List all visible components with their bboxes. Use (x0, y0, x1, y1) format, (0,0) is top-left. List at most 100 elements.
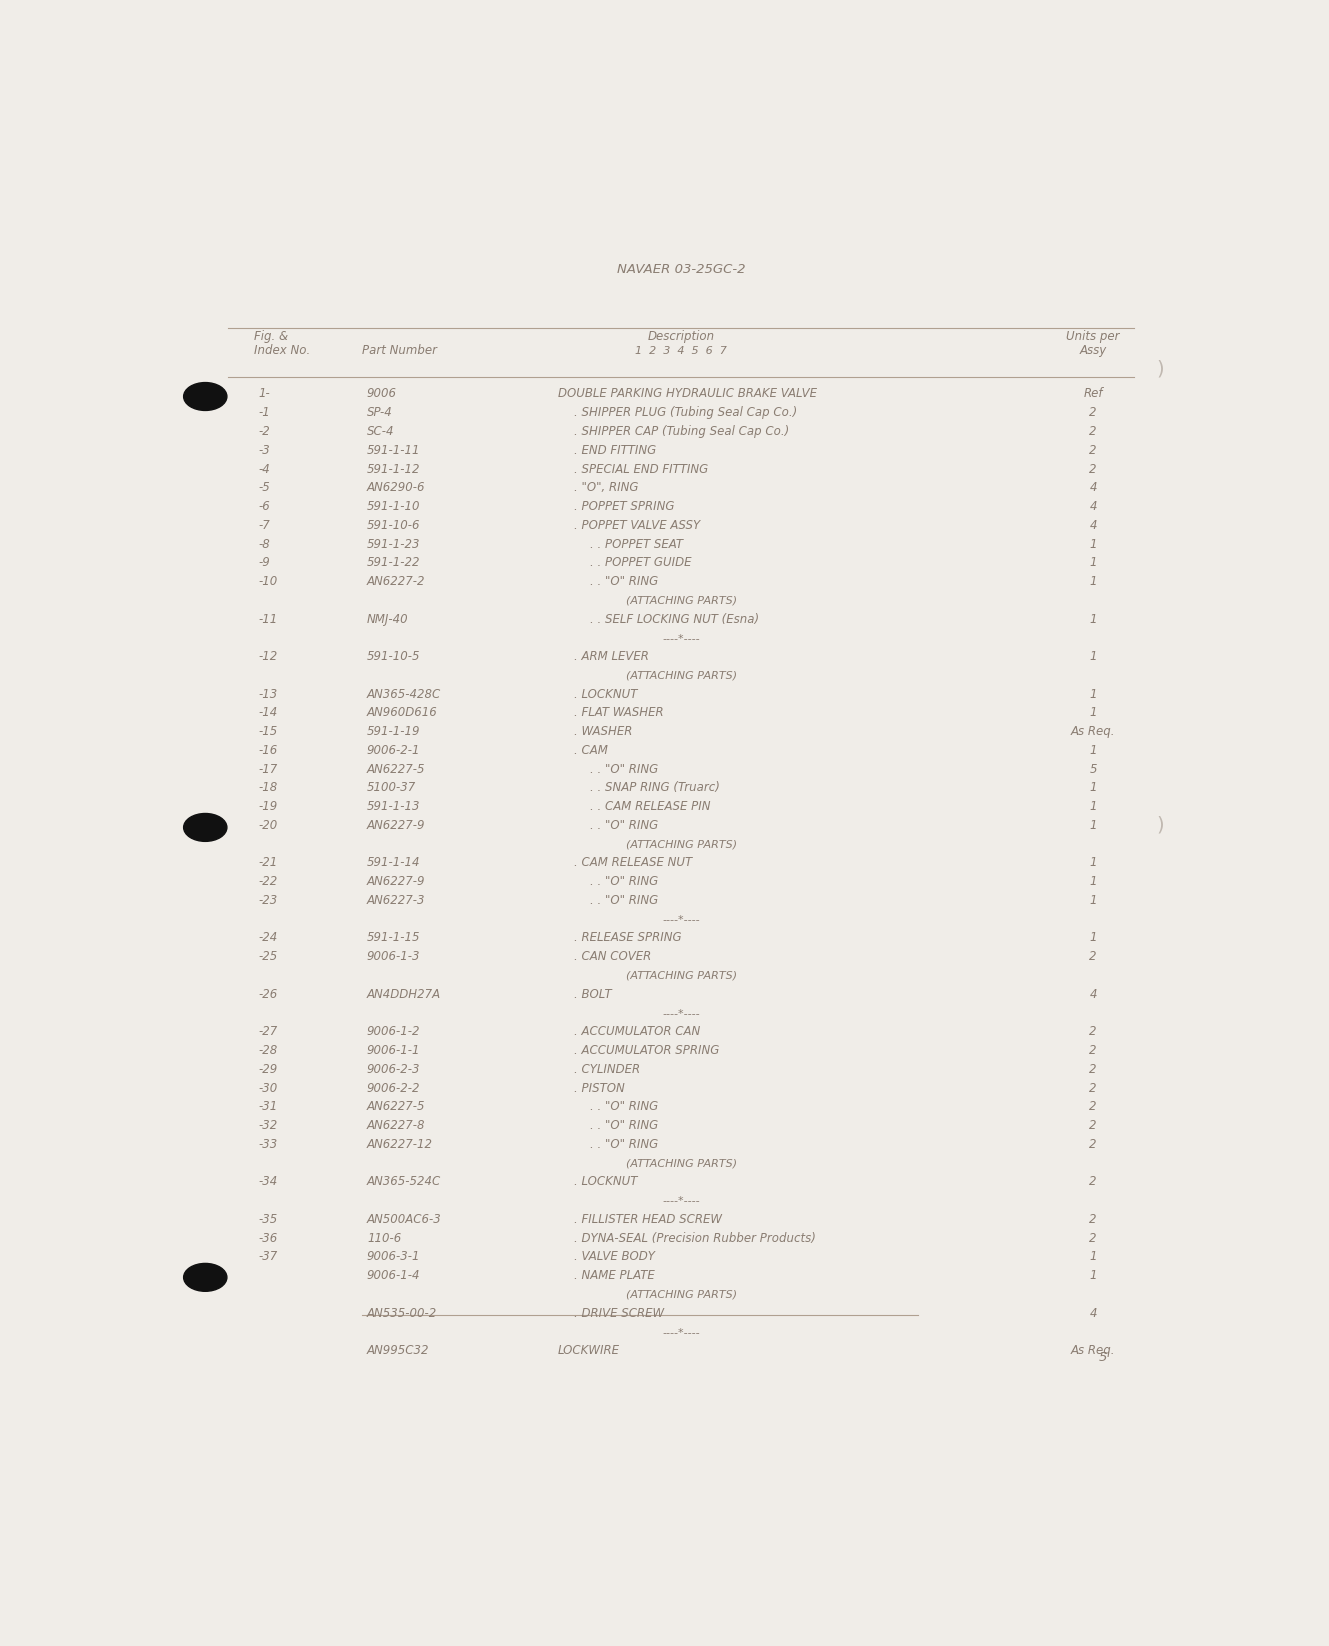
Text: Description: Description (647, 331, 715, 344)
Text: -24: -24 (259, 932, 278, 945)
Text: 591-1-10: 591-1-10 (367, 500, 420, 514)
Text: AN6227-5: AN6227-5 (367, 762, 425, 775)
Ellipse shape (183, 382, 227, 410)
Text: 9006-1-1: 9006-1-1 (367, 1044, 420, 1057)
Text: . WASHER: . WASHER (574, 726, 633, 737)
Text: (ATTACHING PARTS): (ATTACHING PARTS) (626, 1159, 736, 1169)
Text: 591-1-13: 591-1-13 (367, 800, 420, 813)
Text: 1: 1 (1090, 650, 1096, 663)
Text: SP-4: SP-4 (367, 407, 393, 420)
Text: AN365-428C: AN365-428C (367, 688, 441, 701)
Text: 591-1-23: 591-1-23 (367, 538, 420, 550)
Text: 1: 1 (1090, 706, 1096, 719)
Text: As Req.: As Req. (1071, 1345, 1115, 1356)
Text: 2: 2 (1090, 425, 1096, 438)
Text: . CAM RELEASE NUT: . CAM RELEASE NUT (574, 856, 692, 869)
Text: -30: -30 (259, 1081, 278, 1095)
Text: -12: -12 (259, 650, 278, 663)
Text: ): ) (1156, 359, 1164, 379)
Text: (ATTACHING PARTS): (ATTACHING PARTS) (626, 596, 736, 606)
Text: 591-1-11: 591-1-11 (367, 444, 420, 456)
Text: ----*----: ----*---- (662, 1007, 700, 1017)
Text: 2: 2 (1090, 1025, 1096, 1039)
Text: ): ) (1156, 815, 1164, 835)
Text: 4: 4 (1090, 518, 1096, 532)
Text: . CAM: . CAM (574, 744, 607, 757)
Text: Index No.: Index No. (254, 344, 310, 357)
Text: (ATTACHING PARTS): (ATTACHING PARTS) (626, 670, 736, 680)
Text: 591-1-14: 591-1-14 (367, 856, 420, 869)
Text: 9006-2-3: 9006-2-3 (367, 1063, 420, 1076)
Text: 2: 2 (1090, 1119, 1096, 1132)
Text: NMJ-40: NMJ-40 (367, 612, 408, 625)
Text: 591-1-12: 591-1-12 (367, 463, 420, 476)
Text: . . POPPET SEAT: . . POPPET SEAT (590, 538, 683, 550)
Text: -5: -5 (259, 481, 271, 494)
Text: -26: -26 (259, 988, 278, 1001)
Text: 1: 1 (1090, 744, 1096, 757)
Text: Units per: Units per (1066, 331, 1120, 344)
Text: -32: -32 (259, 1119, 278, 1132)
Text: . . CAM RELEASE PIN: . . CAM RELEASE PIN (590, 800, 711, 813)
Text: . END FITTING: . END FITTING (574, 444, 657, 456)
Text: 1: 1 (1090, 556, 1096, 570)
Text: . ACCUMULATOR CAN: . ACCUMULATOR CAN (574, 1025, 700, 1039)
Text: Assy: Assy (1079, 344, 1107, 357)
Text: . . SELF LOCKING NUT (Esna): . . SELF LOCKING NUT (Esna) (590, 612, 760, 625)
Text: . ARM LEVER: . ARM LEVER (574, 650, 649, 663)
Text: -10: -10 (259, 574, 278, 588)
Ellipse shape (183, 813, 227, 841)
Text: 5: 5 (1099, 1351, 1107, 1363)
Text: 1: 1 (1090, 1251, 1096, 1264)
Text: 1: 1 (1090, 820, 1096, 831)
Text: -6: -6 (259, 500, 271, 514)
Text: . CAN COVER: . CAN COVER (574, 950, 651, 963)
Text: -2: -2 (259, 425, 271, 438)
Text: 4: 4 (1090, 500, 1096, 514)
Text: 1: 1 (1090, 1269, 1096, 1282)
Text: 591-1-19: 591-1-19 (367, 726, 420, 737)
Text: -28: -28 (259, 1044, 278, 1057)
Text: 1: 1 (1090, 782, 1096, 795)
Text: 1: 1 (1090, 932, 1096, 945)
Text: 5: 5 (1090, 762, 1096, 775)
Text: AN535-00-2: AN535-00-2 (367, 1307, 437, 1320)
Text: ----*----: ----*---- (662, 914, 700, 923)
Text: . FILLISTER HEAD SCREW: . FILLISTER HEAD SCREW (574, 1213, 722, 1226)
Text: 1: 1 (1090, 800, 1096, 813)
Text: -37: -37 (259, 1251, 278, 1264)
Text: -34: -34 (259, 1175, 278, 1188)
Text: AN6227-8: AN6227-8 (367, 1119, 425, 1132)
Text: . LOCKNUT: . LOCKNUT (574, 688, 638, 701)
Text: -9: -9 (259, 556, 271, 570)
Text: 591-1-22: 591-1-22 (367, 556, 420, 570)
Text: -4: -4 (259, 463, 271, 476)
Text: . PISTON: . PISTON (574, 1081, 625, 1095)
Text: -3: -3 (259, 444, 271, 456)
Text: 2: 2 (1090, 950, 1096, 963)
Text: 4: 4 (1090, 481, 1096, 494)
Text: . . "O" RING: . . "O" RING (590, 876, 659, 889)
Text: AN6227-9: AN6227-9 (367, 820, 425, 831)
Text: -18: -18 (259, 782, 278, 795)
Text: -20: -20 (259, 820, 278, 831)
Text: AN6227-12: AN6227-12 (367, 1137, 433, 1151)
Text: . VALVE BODY: . VALVE BODY (574, 1251, 655, 1264)
Text: 2: 2 (1090, 1100, 1096, 1113)
Text: 2: 2 (1090, 1231, 1096, 1244)
Text: ----*----: ----*---- (662, 1195, 700, 1205)
Text: . NAME PLATE: . NAME PLATE (574, 1269, 655, 1282)
Text: 2: 2 (1090, 463, 1096, 476)
Text: 2: 2 (1090, 1175, 1096, 1188)
Text: 2: 2 (1090, 1044, 1096, 1057)
Text: -14: -14 (259, 706, 278, 719)
Text: SC-4: SC-4 (367, 425, 395, 438)
Text: . . "O" RING: . . "O" RING (590, 1100, 659, 1113)
Text: AN6227-3: AN6227-3 (367, 894, 425, 907)
Text: . . "O" RING: . . "O" RING (590, 574, 659, 588)
Text: ----*----: ----*---- (662, 632, 700, 644)
Text: -36: -36 (259, 1231, 278, 1244)
Text: -31: -31 (259, 1100, 278, 1113)
Text: Part Number: Part Number (361, 344, 437, 357)
Text: -8: -8 (259, 538, 271, 550)
